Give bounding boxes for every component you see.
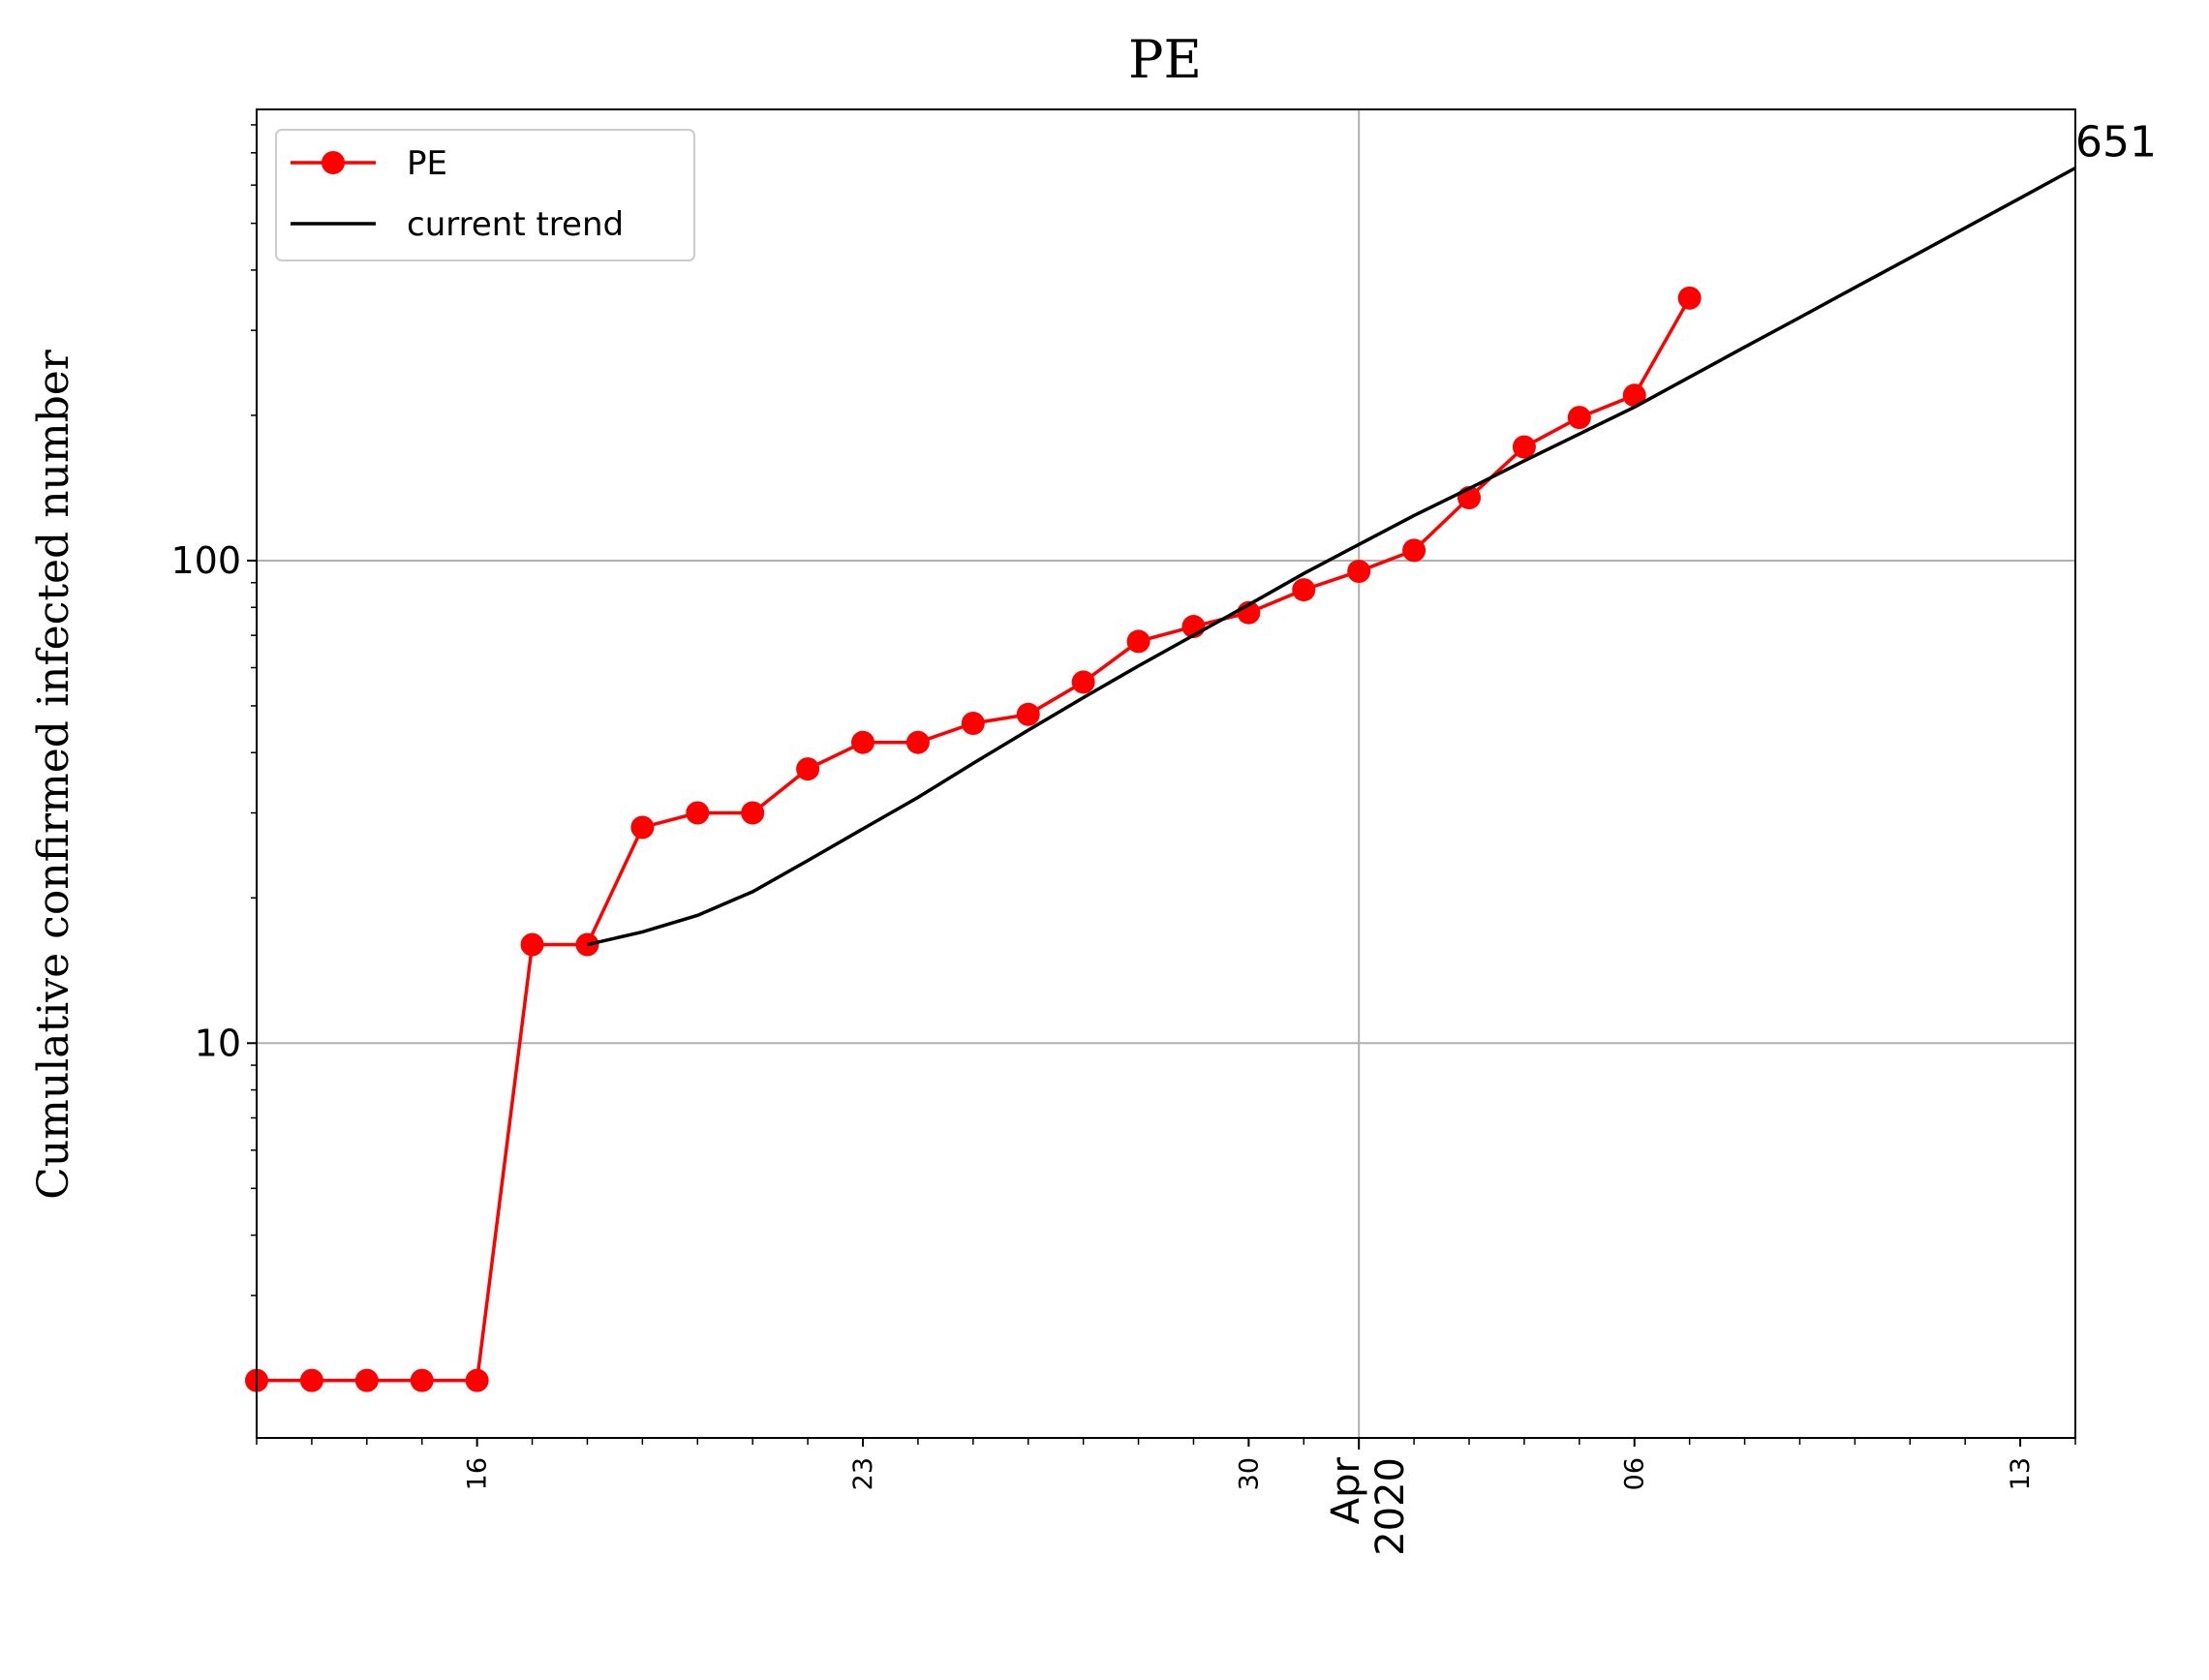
point <box>1016 702 1040 726</box>
point <box>741 801 765 825</box>
end-label: 651 <box>2075 118 2157 168</box>
point <box>410 1368 434 1392</box>
point <box>1622 383 1646 408</box>
point <box>796 757 820 781</box>
legend-box <box>275 129 695 261</box>
point <box>686 801 710 825</box>
x-tick-label: 23 <box>848 1457 878 1490</box>
point <box>520 932 544 957</box>
point <box>1402 538 1427 563</box>
y-axis-label: Cumulative confirmed infected number <box>29 349 78 1200</box>
x-tick-label: 16 <box>463 1457 493 1490</box>
line <box>587 166 2076 947</box>
point <box>851 730 874 754</box>
point <box>1347 560 1371 584</box>
chart-title: PE <box>1128 29 1202 90</box>
point <box>1126 629 1151 654</box>
point <box>1567 406 1591 430</box>
x-tick-label: 06 <box>1620 1457 1650 1490</box>
y-tick-label: 10 <box>195 1022 241 1064</box>
legend-label: current trend <box>407 205 624 244</box>
plot-frame <box>256 108 2076 1439</box>
x-tick-label: Apr2020 <box>1324 1456 1413 1555</box>
point <box>1292 578 1316 602</box>
point <box>630 815 655 840</box>
point <box>299 1368 323 1392</box>
y-tick-label: 100 <box>170 539 241 582</box>
legend-label: PE <box>407 144 447 183</box>
point <box>465 1368 489 1392</box>
x-tick-label: 30 <box>1234 1457 1264 1490</box>
point <box>1677 286 1702 310</box>
legend-marker <box>322 151 345 174</box>
point <box>1071 670 1095 694</box>
point <box>905 730 930 754</box>
point <box>961 712 985 736</box>
x-tick-label: 13 <box>2006 1457 2036 1490</box>
point <box>354 1368 379 1392</box>
point <box>1512 435 1536 459</box>
